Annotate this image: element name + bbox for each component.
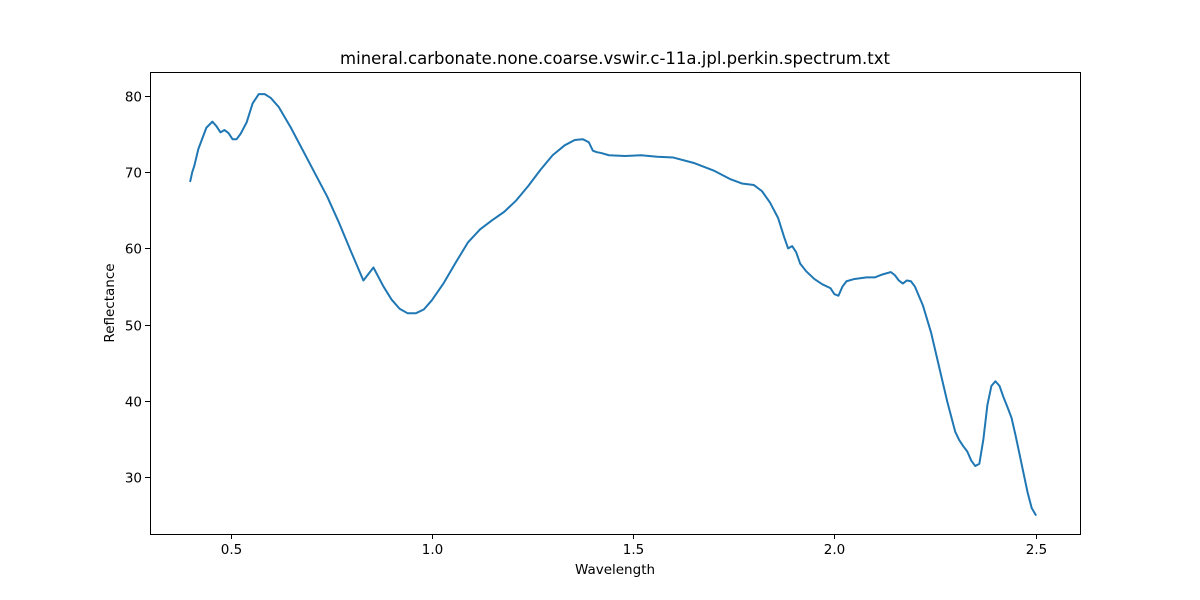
y-tick-label: 40	[125, 395, 142, 411]
x-tick-label: 1.0	[422, 542, 443, 558]
y-tick-label: 30	[125, 471, 142, 487]
y-axis-label: Reflectance	[102, 263, 118, 342]
y-axis: 30 40 50 60 70 80	[125, 90, 150, 487]
y-tick-label: 50	[125, 319, 142, 335]
plot-area	[189, 93, 1037, 516]
chart-title: mineral.carbonate.none.coarse.vswir.c-11…	[340, 49, 890, 68]
y-tick-label: 80	[125, 90, 142, 106]
x-axis: 0.5 1.0 1.5 2.0 2.5	[221, 534, 1047, 558]
axes-frame	[150, 72, 1081, 535]
x-axis-label: Wavelength	[575, 562, 655, 578]
x-tick-label: 2.0	[824, 542, 845, 558]
x-tick-label: 1.5	[623, 542, 644, 558]
y-tick-label: 60	[125, 242, 142, 258]
x-tick-label: 2.5	[1026, 542, 1047, 558]
x-tick-label: 0.5	[221, 542, 242, 558]
y-tick-label: 70	[125, 166, 142, 182]
series-line-0	[189, 93, 1037, 516]
